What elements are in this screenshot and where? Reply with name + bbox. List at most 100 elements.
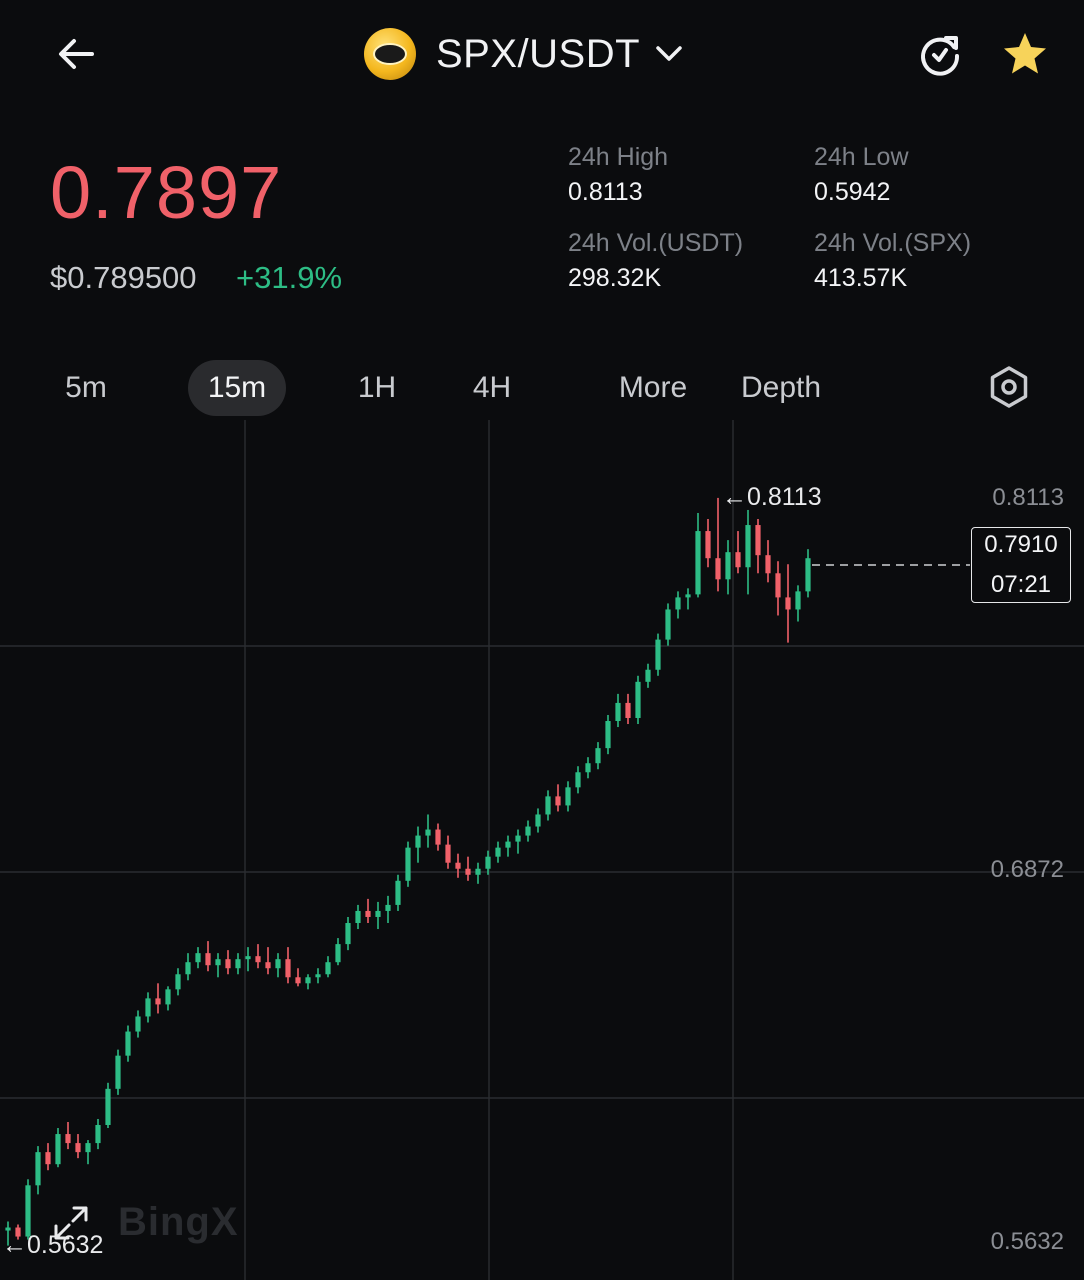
tab-more[interactable]: More bbox=[618, 371, 688, 404]
candle-body bbox=[785, 597, 791, 610]
candle-body bbox=[575, 772, 581, 788]
candle-body bbox=[215, 959, 221, 966]
candle-body bbox=[675, 597, 681, 610]
candle-body bbox=[265, 962, 271, 969]
candle-body bbox=[15, 1227, 21, 1237]
candle-body bbox=[195, 953, 201, 963]
stat-low-value: 0.5942 bbox=[814, 178, 891, 206]
settings-hexagon-icon[interactable] bbox=[986, 364, 1032, 410]
candle-body bbox=[795, 591, 801, 610]
candle-body bbox=[75, 1143, 81, 1153]
y-tick-label: 0.8113 bbox=[992, 484, 1064, 511]
candle-body bbox=[705, 531, 711, 559]
candle-body bbox=[5, 1227, 11, 1231]
candle-body bbox=[225, 959, 231, 969]
change-percent: +31.9% bbox=[236, 260, 343, 295]
candle-body bbox=[625, 702, 631, 718]
candle-body bbox=[315, 974, 321, 978]
candle-body bbox=[245, 956, 251, 960]
candle-body bbox=[115, 1055, 121, 1089]
candle-body bbox=[235, 959, 241, 969]
candle-body bbox=[355, 910, 361, 924]
low-marker: ←0.5632 bbox=[2, 1231, 104, 1259]
candle-body bbox=[465, 868, 471, 875]
candle-body bbox=[305, 977, 311, 984]
candle-body bbox=[395, 880, 401, 905]
candle-body bbox=[435, 829, 441, 845]
candle-body bbox=[605, 721, 611, 749]
candle-body bbox=[285, 959, 291, 978]
candle-body bbox=[515, 835, 521, 842]
stat-high-label: 24h High bbox=[568, 143, 669, 171]
candle-body bbox=[735, 552, 741, 568]
coin-logo-icon bbox=[364, 28, 416, 80]
stat-vol-spx-value: 413.57K bbox=[814, 264, 908, 292]
candle-body bbox=[135, 1016, 141, 1032]
candle-body bbox=[385, 904, 391, 911]
tab-5m[interactable]: 5m bbox=[65, 371, 107, 404]
candle-body bbox=[525, 826, 531, 836]
expand-icon[interactable] bbox=[52, 1204, 90, 1242]
candle-body bbox=[335, 944, 341, 963]
candle-body bbox=[555, 796, 561, 806]
candle-body bbox=[295, 977, 301, 984]
refresh-icon[interactable] bbox=[916, 30, 964, 78]
back-arrow-icon[interactable] bbox=[52, 30, 100, 78]
stat-vol-usdt-label: 24h Vol.(USDT) bbox=[568, 229, 744, 257]
candle-body bbox=[415, 835, 421, 848]
tab-1h[interactable]: 1H bbox=[357, 371, 397, 404]
candle-body bbox=[205, 953, 211, 966]
candle-body bbox=[655, 639, 661, 670]
candle-body bbox=[775, 573, 781, 598]
candle-body bbox=[745, 525, 751, 568]
tab-depth[interactable]: Depth bbox=[740, 371, 822, 404]
candle-body bbox=[715, 558, 721, 580]
candle-body bbox=[475, 868, 481, 875]
stat-low-label: 24h Low bbox=[814, 143, 909, 171]
candle-body bbox=[595, 748, 601, 764]
candle-body bbox=[455, 862, 461, 869]
candle-body bbox=[535, 814, 541, 827]
candle-body bbox=[505, 841, 511, 848]
stat-vol-usdt-value: 298.32K bbox=[568, 264, 662, 292]
candlestick-chart[interactable]: 0.8113 0.6872 0.5632 bbox=[0, 420, 1084, 1280]
high-marker: ←0.8113 bbox=[722, 483, 822, 511]
pair-title[interactable]: SPX/USDT bbox=[436, 32, 641, 76]
y-tick-label: 0.5632 bbox=[991, 1228, 1064, 1255]
candle-body bbox=[345, 923, 351, 945]
stat-vol-spx-label: 24h Vol.(SPX) bbox=[814, 229, 972, 257]
candle-body bbox=[405, 847, 411, 881]
candle-body bbox=[425, 829, 431, 836]
candle-body bbox=[725, 552, 731, 580]
candle-body bbox=[325, 962, 331, 975]
tab-4h[interactable]: 4H bbox=[472, 371, 512, 404]
candle-body bbox=[375, 910, 381, 917]
star-icon[interactable] bbox=[1000, 30, 1050, 78]
tab-15m[interactable]: 15m bbox=[188, 360, 286, 416]
candle-body bbox=[685, 594, 691, 598]
candle-body bbox=[55, 1134, 61, 1165]
candle-body bbox=[445, 844, 451, 863]
candle-body bbox=[25, 1185, 31, 1237]
current-price-label: 0.7910 bbox=[984, 531, 1058, 558]
candle-body bbox=[665, 609, 671, 640]
candle-body bbox=[275, 959, 281, 969]
candle-body bbox=[765, 555, 771, 574]
candle-body bbox=[695, 531, 701, 595]
candle-body bbox=[615, 702, 621, 722]
chevron-down-icon[interactable] bbox=[654, 40, 684, 66]
candle-body bbox=[485, 856, 491, 869]
candle-body bbox=[45, 1152, 51, 1165]
candle-body bbox=[755, 525, 761, 556]
bingx-watermark: BingX bbox=[118, 1200, 239, 1244]
candle-body bbox=[105, 1088, 111, 1126]
candle-body bbox=[65, 1134, 71, 1144]
candle-body bbox=[155, 998, 161, 1005]
candle-body bbox=[585, 763, 591, 773]
y-tick-label: 0.6872 bbox=[991, 856, 1064, 883]
candle-body bbox=[125, 1031, 131, 1056]
usd-price: $0.789500 bbox=[50, 260, 197, 295]
candle-countdown: 07:21 bbox=[990, 571, 1052, 598]
candle-body bbox=[165, 989, 171, 1005]
current-price-box bbox=[971, 527, 1071, 603]
